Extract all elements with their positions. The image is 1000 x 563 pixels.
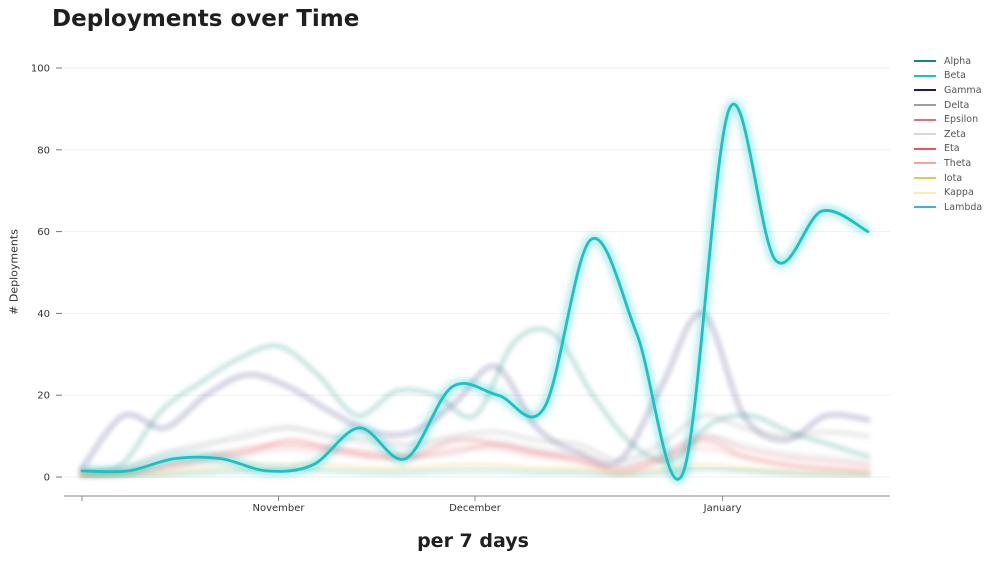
legend-item-delta[interactable]: Delta — [914, 98, 982, 113]
x-tick-label: November — [252, 503, 305, 514]
legend-item-beta[interactable]: Beta — [914, 69, 982, 84]
legend-label: Epsilon — [944, 114, 979, 126]
legend-swatch — [914, 206, 936, 209]
legend-label: Zeta — [944, 128, 966, 140]
legend-item-kappa[interactable]: Kappa — [914, 185, 982, 200]
legend-item-zeta[interactable]: Zeta — [914, 127, 982, 142]
y-tick-label: 20 — [37, 391, 50, 402]
legend-label: Beta — [944, 70, 966, 82]
series-line-gamma — [79, 310, 871, 472]
legend-label: Kappa — [944, 187, 974, 199]
legend-label: Lambda — [944, 201, 983, 213]
legend-item-alpha[interactable]: Alpha — [914, 54, 982, 69]
legend-swatch — [914, 89, 936, 92]
legend-label: Gamma — [944, 84, 982, 96]
legend-swatch — [914, 74, 936, 77]
legend-item-eta[interactable]: Eta — [914, 142, 982, 157]
legend-swatch — [914, 104, 936, 107]
legend-label: Alpha — [944, 55, 972, 67]
y-tick-label: 60 — [37, 227, 50, 238]
legend-label: Theta — [944, 157, 972, 169]
legend-item-gamma[interactable]: Gamma — [914, 83, 982, 98]
legend-swatch — [914, 177, 936, 180]
y-tick-label: 40 — [37, 309, 50, 320]
x-tick-label: December — [449, 503, 502, 514]
legend-item-theta[interactable]: Theta — [914, 156, 982, 171]
legend-swatch — [914, 60, 936, 63]
legend-item-iota[interactable]: Iota — [914, 171, 982, 186]
series-lines — [79, 100, 871, 484]
y-tick-label: 80 — [37, 145, 50, 156]
legend-swatch — [914, 191, 936, 194]
legend-swatch — [914, 147, 936, 150]
grid — [64, 67, 890, 478]
legend-label: Delta — [944, 99, 970, 111]
y-tick-label: 0 — [44, 473, 50, 484]
legend: Alpha Beta Gamma Delta Epsilon Zeta Eta Theta Io… — [914, 54, 982, 215]
x-axis-label: per 7 days — [417, 530, 529, 552]
legend-label: Iota — [944, 172, 963, 184]
series-line-alpha — [79, 326, 871, 474]
chart-title: Deployments over Time — [52, 6, 360, 32]
legend-swatch — [914, 162, 936, 165]
legend-swatch — [914, 118, 936, 121]
legend-label: Eta — [944, 143, 960, 155]
y-tick-label: 100 — [31, 64, 50, 75]
series-line-lambda — [79, 466, 871, 479]
legend-swatch — [914, 133, 936, 136]
axes: 0 20 40 60 80 100 November December January — [31, 64, 890, 514]
legend-item-epsilon[interactable]: Epsilon — [914, 112, 982, 127]
legend-item-lambda[interactable]: Lambda — [914, 200, 982, 215]
x-tick-label: January — [703, 503, 742, 514]
series-line-beta — [80, 103, 870, 481]
